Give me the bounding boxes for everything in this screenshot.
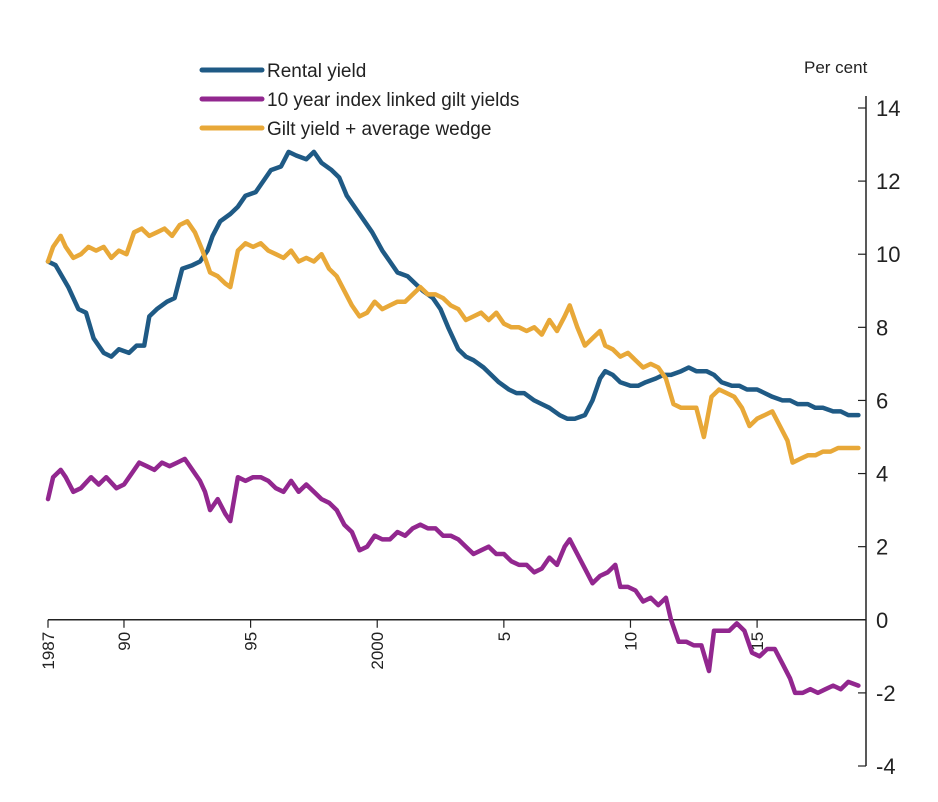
x-tick-label: 90: [115, 632, 134, 651]
y-tick-label: 4: [876, 462, 888, 487]
legend-label-rental-yield: Rental yield: [267, 61, 366, 82]
y-tick-label: -2: [876, 681, 896, 706]
series-line-0: [45, 149, 861, 421]
series-lines: [45, 149, 861, 696]
y-tick-label: 10: [876, 242, 900, 267]
y-unit-label: Per cent: [804, 58, 868, 77]
axes: 14 12 10 8 6 4 2 0 -2 -4 1987 90 95 2000 5 10 15: [39, 96, 900, 779]
x-tick-label: 15: [748, 632, 767, 651]
legend: Rental yield 10 year index linked gilt y…: [199, 61, 519, 140]
y-tick-label: 6: [876, 388, 888, 413]
x-tick-label: 2000: [368, 632, 387, 670]
series-line-1: [45, 456, 861, 696]
x-tick-label: 1987: [39, 632, 58, 670]
x-tick-label: 5: [495, 632, 514, 641]
y-tick-label: -4: [876, 754, 896, 779]
y-tick-label: 0: [876, 608, 888, 633]
series-line-2: [45, 219, 861, 465]
x-tick-label: 95: [242, 632, 261, 651]
y-tick-label: 2: [876, 535, 888, 560]
y-tick-label: 12: [876, 169, 900, 194]
y-tick-label: 8: [876, 315, 888, 340]
y-tick-label: 14: [876, 96, 900, 121]
x-tick-label: 10: [621, 632, 640, 651]
legend-label-gilt-wedge: Gilt yield + average wedge: [267, 119, 491, 140]
legend-label-index-linked: 10 year index linked gilt yields: [267, 90, 519, 111]
